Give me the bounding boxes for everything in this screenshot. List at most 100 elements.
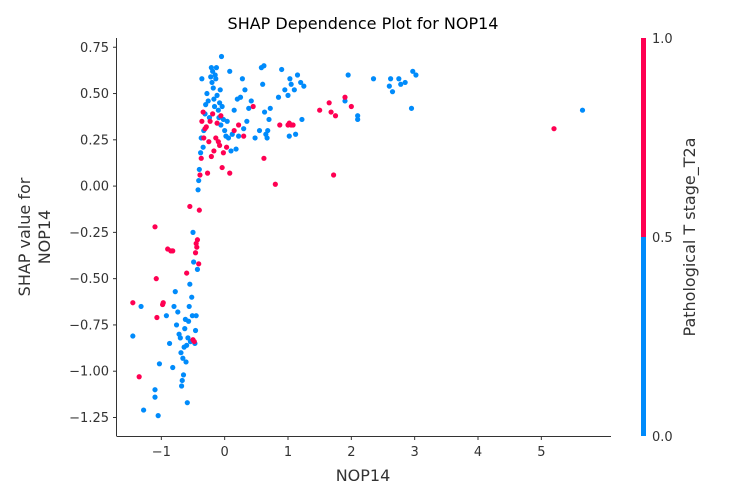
scatter-point-high <box>208 153 214 160</box>
x-tick-label: 2 <box>347 445 355 460</box>
scatter-point-high <box>331 172 337 178</box>
scatter-point-high <box>219 164 225 171</box>
scatter-point-low <box>239 76 245 82</box>
scatter-point-low <box>208 74 214 80</box>
scatter-point-low <box>191 259 197 265</box>
scatter-point-low <box>180 355 186 361</box>
scatter-point-low <box>579 107 586 113</box>
scatter-point-low <box>196 177 202 184</box>
scatter-point-high <box>348 103 354 110</box>
scatter-point-low <box>179 377 185 384</box>
scatter-point-low <box>227 68 233 74</box>
scatter-point-high <box>194 244 200 250</box>
scatter-point-low <box>189 294 195 300</box>
scatter-point-low <box>386 83 392 89</box>
scatter-point-low <box>236 133 242 139</box>
scatter-point-low <box>256 127 263 134</box>
scatter-point-low <box>155 413 161 419</box>
scatter-points <box>130 53 586 419</box>
scatter-point-low <box>285 92 291 98</box>
scatter-point-low <box>141 407 147 413</box>
scatter-point-high <box>236 122 242 128</box>
x-tick-label: −1 <box>152 445 171 460</box>
scatter-point-low <box>266 116 272 123</box>
y-tick-label: 0.50 <box>80 87 109 102</box>
x-axis-ticks: −1 0 1 2 3 4 5 <box>152 436 545 460</box>
scatter-point-low <box>231 107 237 113</box>
scatter-point-high <box>328 109 334 115</box>
scatter-point-low <box>260 81 266 87</box>
scatter-point-high <box>154 314 160 321</box>
scatter-point-high <box>187 203 193 210</box>
scatter-point-high <box>218 113 224 119</box>
y-axis-label-line-2: NOP14 <box>35 210 54 265</box>
scatter-point-low <box>211 103 218 110</box>
scatter-point-high <box>201 135 207 141</box>
scatter-point-low <box>342 98 348 104</box>
scatter-point-low <box>171 303 177 310</box>
scatter-point-low <box>190 229 196 235</box>
scatter-point-low <box>186 303 192 310</box>
scatter-point-high <box>223 144 230 150</box>
scatter-point-low <box>370 76 377 82</box>
scatter-point-low <box>175 309 181 315</box>
scatter-point-high <box>192 250 199 256</box>
scatter-point-high <box>551 126 557 132</box>
scatter-point-low <box>185 335 191 341</box>
scatter-point-high <box>317 107 323 113</box>
scatter-point-low <box>241 126 247 132</box>
scatter-point-high <box>211 148 217 154</box>
scatter-point-high <box>214 120 220 126</box>
scatter-point-low <box>210 85 216 91</box>
scatter-point-low <box>163 313 169 319</box>
colorbar-tick-high: 1.0 <box>652 32 673 47</box>
y-tick-label: −0.25 <box>69 226 109 241</box>
scatter-point-high <box>198 155 204 161</box>
x-axis-label: NOP14 <box>336 466 391 485</box>
scatter-point-low <box>244 118 250 124</box>
scatter-point-low <box>215 107 221 113</box>
colorbar <box>641 38 646 436</box>
scatter-point-low <box>265 127 271 134</box>
scatter-point-low <box>279 66 285 73</box>
scatter-point-low <box>172 289 178 295</box>
scatter-point-low <box>282 87 288 93</box>
scatter-point-low <box>210 68 216 74</box>
colorbar-tick-low: 0.0 <box>652 430 673 445</box>
scatter-point-low <box>288 81 294 87</box>
scatter-point-high <box>197 172 203 178</box>
scatter-point-low <box>170 364 176 371</box>
scatter-point-low <box>217 100 223 106</box>
y-tick-label: 0.75 <box>80 41 109 56</box>
x-tick-label: 4 <box>474 445 482 460</box>
scatter-point-low <box>182 326 188 332</box>
scatter-point-low <box>291 87 297 93</box>
scatter-point-low <box>130 333 136 339</box>
scatter-point-low <box>187 281 193 287</box>
scatter-point-low <box>178 350 184 356</box>
scatter-point-low <box>192 327 199 334</box>
scatter-point-low <box>152 394 158 400</box>
scatter-point-high <box>191 338 197 345</box>
scatter-point-low <box>413 72 419 78</box>
scatter-point-low <box>248 98 254 104</box>
scatter-point-low <box>410 68 416 74</box>
scatter-point-low <box>408 105 415 111</box>
scatter-point-high <box>153 276 159 282</box>
scatter-point-high <box>332 113 339 119</box>
scatter-point-high <box>160 300 166 306</box>
y-tick-label: −0.75 <box>69 318 109 333</box>
scatter-point-low <box>209 79 215 86</box>
scatter-point-low <box>398 81 404 87</box>
scatter-point-low <box>204 90 210 97</box>
scatter-point-low <box>286 133 292 139</box>
scatter-point-high <box>194 237 201 243</box>
scatter-point-high <box>210 111 216 117</box>
scatter-point-low <box>173 322 180 328</box>
scatter-point-high <box>204 170 211 176</box>
scatter-point-high <box>196 207 202 213</box>
scatter-point-low <box>214 92 220 98</box>
scatter-point-low <box>293 131 299 137</box>
